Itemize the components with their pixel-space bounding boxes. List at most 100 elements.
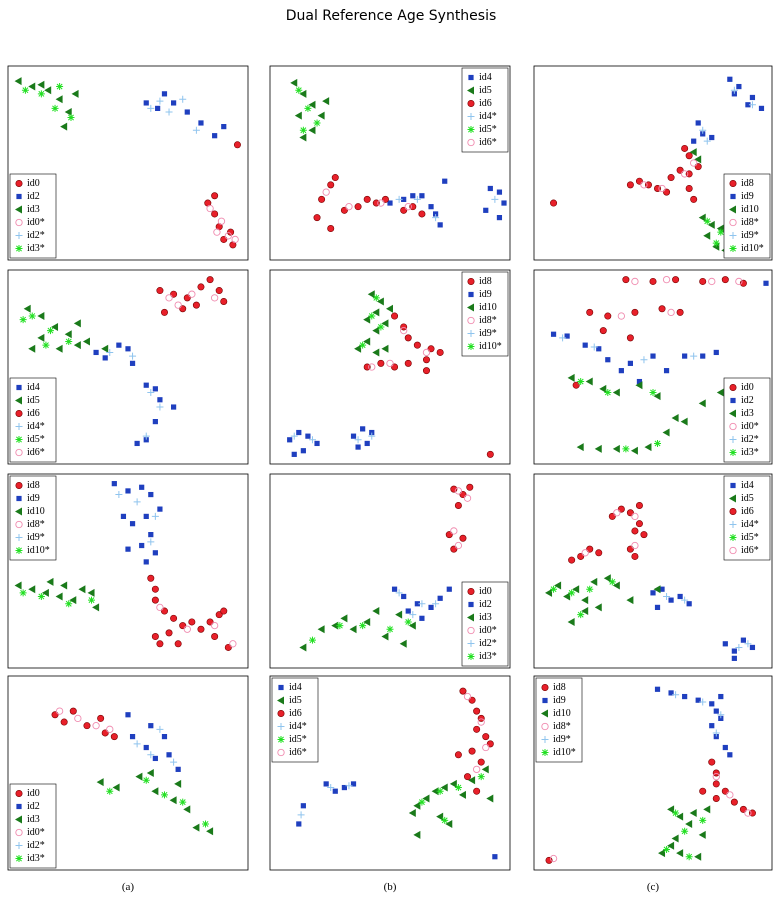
point xyxy=(700,353,706,359)
point xyxy=(345,782,353,790)
legend-label: id10* xyxy=(27,545,50,556)
legend-label: id10 xyxy=(741,204,759,215)
point xyxy=(672,809,680,817)
point xyxy=(649,388,657,396)
point xyxy=(300,803,306,809)
point xyxy=(605,357,611,363)
legend-label: id6 xyxy=(479,98,492,109)
legend-marker xyxy=(467,343,475,350)
point xyxy=(160,607,168,615)
point xyxy=(686,601,692,607)
point xyxy=(481,765,489,774)
point xyxy=(28,344,36,353)
point xyxy=(445,531,453,539)
point xyxy=(473,707,481,715)
point xyxy=(125,346,131,352)
point xyxy=(727,76,733,82)
legend-marker xyxy=(729,534,737,541)
point xyxy=(41,588,49,597)
legend-box xyxy=(535,677,583,763)
legend-label: id9 xyxy=(479,289,492,300)
point xyxy=(327,225,335,233)
point xyxy=(458,790,466,799)
legend-marker xyxy=(729,205,736,214)
legend-label: id6 xyxy=(289,708,302,719)
point xyxy=(586,545,594,553)
panel: id8 id9 id10 id8* id9* id10* xyxy=(269,269,511,465)
point xyxy=(626,509,634,517)
point xyxy=(399,639,407,648)
legend-marker xyxy=(15,245,23,252)
panel: id4 id5 id6 id4* id5* id6* xyxy=(269,675,511,871)
point xyxy=(473,787,481,795)
point xyxy=(736,83,742,90)
point xyxy=(748,101,756,109)
point xyxy=(143,744,149,751)
point xyxy=(391,586,398,592)
point xyxy=(445,819,453,828)
legend: id0 id2 id3 id0* id2* id3* xyxy=(9,783,57,869)
point xyxy=(718,693,724,700)
point xyxy=(690,195,698,203)
point xyxy=(363,195,371,203)
point xyxy=(156,603,164,612)
point xyxy=(55,707,64,715)
point xyxy=(133,498,141,506)
point xyxy=(681,596,689,604)
point xyxy=(663,368,670,374)
point xyxy=(42,341,50,349)
point xyxy=(482,743,490,752)
point xyxy=(308,126,316,135)
point xyxy=(143,559,149,565)
point xyxy=(441,816,449,824)
point xyxy=(169,796,177,805)
legend-label: id2* xyxy=(741,434,759,445)
legend-label: id8* xyxy=(553,721,571,732)
point xyxy=(749,644,756,651)
point xyxy=(464,773,472,781)
point xyxy=(707,220,715,229)
legend-label: id0* xyxy=(27,217,45,228)
point xyxy=(381,632,389,641)
point xyxy=(179,798,187,806)
point xyxy=(174,779,182,788)
point xyxy=(622,276,630,284)
point xyxy=(147,751,155,759)
point xyxy=(28,312,36,320)
legend-marker xyxy=(467,626,475,635)
point xyxy=(152,386,158,392)
point xyxy=(372,308,380,317)
point xyxy=(700,131,706,137)
point xyxy=(391,312,399,320)
point xyxy=(56,83,64,91)
legend-label: id8 xyxy=(553,682,566,693)
point xyxy=(152,755,158,762)
point xyxy=(197,625,205,633)
point xyxy=(143,100,149,106)
point xyxy=(699,126,707,134)
legend-marker xyxy=(467,613,474,622)
point xyxy=(345,203,353,211)
point xyxy=(712,794,720,802)
point xyxy=(585,377,593,386)
legend-marker xyxy=(15,448,23,457)
point xyxy=(486,740,494,748)
legend-marker xyxy=(729,521,737,528)
point xyxy=(658,305,666,313)
point xyxy=(147,104,155,112)
point xyxy=(46,327,54,335)
point xyxy=(395,610,403,619)
point xyxy=(703,231,711,240)
legend-label: id0 xyxy=(27,788,40,799)
legend-marker xyxy=(15,481,23,489)
point xyxy=(297,811,305,819)
legend-label: id5 xyxy=(289,695,302,706)
point xyxy=(454,501,462,509)
point xyxy=(689,148,697,157)
point xyxy=(125,712,131,718)
point xyxy=(367,290,375,299)
point xyxy=(699,698,707,706)
point xyxy=(336,622,344,630)
point xyxy=(721,276,729,284)
point xyxy=(106,725,114,733)
